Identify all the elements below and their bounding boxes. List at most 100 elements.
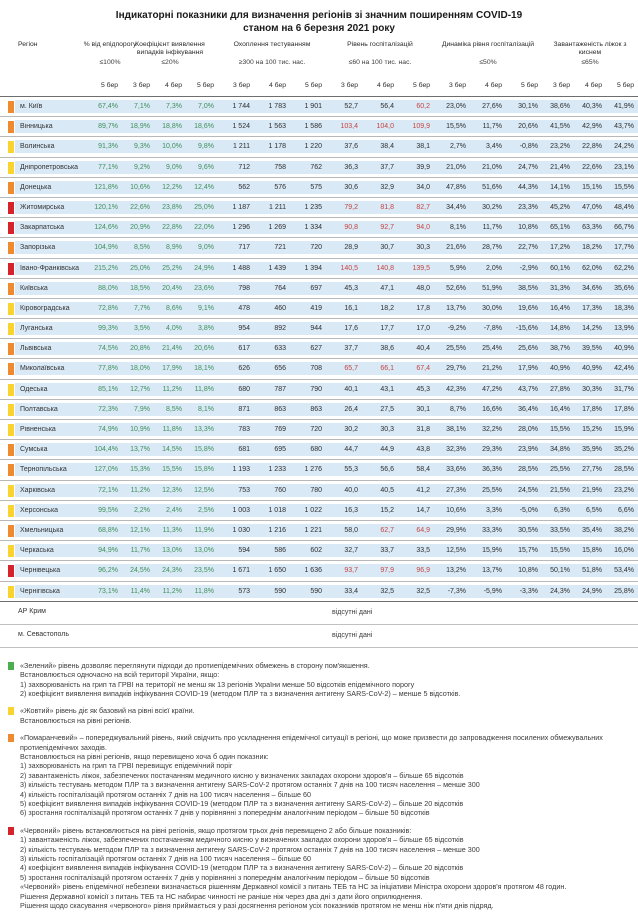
test-value-2: 1 211: [269, 203, 286, 211]
table-row: Хмельницька 68,8% 12,1% 11,3% 11,9% 1 030 1 21…: [0, 519, 638, 540]
test-value-1: 712: [238, 163, 250, 171]
epid-value: 73,1%: [98, 587, 118, 595]
legend-line: 2) завантаженість ліжок, забезпечених по…: [20, 770, 464, 780]
row-strip: Львівська 74,5% 20,8% 21,4% 20,6% 617 633 627 37…: [15, 342, 638, 356]
row-strip: Дніпропетровська 77,1% 9,2% 9,0% 9,6% 712 758 7…: [15, 160, 638, 174]
dyn-value-2: 16,6%: [482, 405, 502, 413]
coef-value-1: 25,0%: [130, 264, 150, 272]
dyn-value-1: 5,9%: [450, 264, 466, 272]
hosp-value-1: 103,4: [340, 123, 358, 131]
coef-value-2: 23,8%: [162, 203, 182, 211]
hosp-value-1: 140,5: [340, 264, 358, 272]
dyn-value-1: 32,3%: [446, 446, 466, 454]
epid-value: 215,2%: [94, 264, 118, 272]
row-strip: Кіровоградська 72,8% 7,7% 8,6% 9,1% 478 460 419…: [15, 301, 638, 315]
row-strip: Чернівецька 96,2% 24,5% 24,3% 23,5% 1 671 1 65…: [15, 564, 638, 578]
column-threshold-test: ≥300 на 100 тис. нас.: [238, 59, 306, 66]
dyn-value-1: 8,1%: [450, 224, 466, 232]
epid-value: 127,0%: [94, 466, 118, 474]
row-strip: Миколаївська 77,8% 18,0% 17,9% 18,1% 626 656 70…: [15, 362, 638, 376]
hosp-value-2: 140,8: [376, 264, 394, 272]
beds-value-3: 42,4%: [614, 365, 634, 373]
dyn-value-3: -5,0%: [519, 506, 538, 514]
status-marker-yellow: [8, 424, 14, 436]
coef-value-1: 10,9%: [130, 426, 150, 433]
dyn-value-3: 22,7%: [518, 244, 538, 252]
status-marker-orange: [8, 242, 14, 255]
beds-value-1: 33,5%: [550, 526, 570, 534]
dyn-value-3: 28,5%: [518, 466, 538, 474]
hosp-value-1: 44,7: [344, 446, 358, 454]
column-threshold-beds: ≤65%: [581, 59, 599, 66]
legend-line: «Червоний» рівень епідемічної небезпеки …: [20, 882, 567, 892]
epid-value: 96,2%: [98, 567, 118, 575]
test-value-1: 783: [238, 426, 250, 433]
beds-value-3: 43,7%: [614, 123, 634, 131]
dyn-value-1: 15,5%: [446, 123, 466, 131]
test-value-3: 680: [310, 446, 322, 454]
beds-value-3: 40,9%: [614, 345, 634, 353]
dyn-value-2: -5,9%: [483, 587, 502, 595]
beds-value-1: 38,7%: [550, 345, 570, 353]
region-name: Хмельницька: [20, 526, 64, 534]
beds-value-2: 14,2%: [582, 325, 602, 333]
region-name: Івано-Франківська: [20, 264, 80, 272]
dyn-value-3: 25,6%: [518, 345, 538, 353]
hosp-value-3: 31,8: [416, 426, 430, 433]
test-value-3: 697: [310, 284, 322, 292]
dyn-value-2: 13,7%: [482, 567, 502, 575]
status-marker-yellow: [8, 545, 14, 558]
legend-line: 6) зростання госпіталізацій протягом ост…: [20, 808, 430, 818]
status-marker-yellow: [8, 141, 14, 154]
beds-value-3: 28,5%: [614, 466, 634, 474]
dyn-value-3: 24,7%: [518, 163, 538, 171]
row-strip: Тернопільська 127,0% 15,3% 15,5% 15,8% 1 193 1…: [15, 463, 638, 477]
hosp-value-3: 139,5: [412, 264, 430, 272]
status-marker-orange: [8, 101, 14, 113]
beds-value-1: 60,1%: [550, 264, 570, 272]
table-row: Херсонська 99,5% 2,2% 2,4% 2,5% 1 003 1 018 1 0…: [0, 499, 638, 520]
hosp-value-3: 38,1: [416, 143, 430, 151]
coef-value-3: 24,9%: [194, 264, 214, 272]
hosp-value-1: 17,6: [344, 325, 358, 333]
dyn-value-1: 8,7%: [450, 405, 466, 413]
legend-green-square-icon: [8, 661, 14, 670]
coef-value-2: 11,2%: [162, 587, 182, 595]
beds-value-2: 6,5%: [586, 506, 602, 514]
beds-value-2: 34,6%: [582, 284, 602, 292]
coef-value-1: 22,6%: [130, 203, 150, 211]
test-value-2: 633: [274, 345, 286, 353]
legend-group-red: «Червоний» рівень встановлюється на рівн…: [0, 826, 638, 911]
test-value-1: 1 030: [232, 526, 250, 534]
hosp-value-1: 45,3: [344, 284, 358, 292]
coef-value-1: 18,5%: [130, 284, 150, 292]
test-value-2: 787: [274, 385, 286, 393]
beds-value-1: 21,4%: [550, 163, 570, 171]
beds-value-2: 35,9%: [582, 446, 602, 454]
dyn-value-1: 10,6%: [446, 506, 466, 514]
date-header-coef-2: 4 бер: [164, 82, 182, 89]
region-name: Одеська: [20, 385, 48, 393]
epid-value: 124,6%: [94, 224, 118, 232]
beds-value-1: 65,1%: [550, 224, 570, 232]
beds-value-2: 51,8%: [582, 567, 602, 575]
test-value-3: 720: [310, 244, 322, 252]
status-marker-yellow: [8, 383, 14, 396]
coef-value-3: 23,6%: [194, 284, 214, 292]
epid-value: 68,8%: [98, 526, 118, 534]
beds-value-1: 15,5%: [550, 426, 570, 433]
date-header-test-2: 4 бер: [268, 82, 286, 89]
epid-value: 99,3%: [98, 325, 118, 333]
legend-group-yellow: «Жовтий» рівень діє як базовий на рівні …: [0, 706, 638, 725]
date-header-hosp-3: 5 бер: [412, 82, 430, 89]
row-strip: Черкаська 94,9% 11,7% 13,0% 13,0% 594 586 602 32…: [15, 544, 638, 558]
legend-line: 1) завантаженість ліжок, забезпечених по…: [20, 835, 464, 845]
test-value-2: 460: [274, 304, 286, 312]
dyn-value-3: 15,7%: [518, 547, 538, 555]
beds-value-3: 38,2%: [614, 526, 634, 534]
date-header-beds-2: 4 бер: [584, 82, 602, 89]
row-strip: м. Київ 67,4% 7,1% 7,3% 7,0% 1 744 1 783 1 901 5…: [15, 100, 638, 113]
row-strip: Закарпатська 124,6% 20,9% 22,8% 22,0% 1 296 1 …: [15, 221, 638, 235]
coef-value-3: 11,8%: [194, 587, 214, 595]
date-header-dyn-2: 4 бер: [484, 82, 502, 89]
